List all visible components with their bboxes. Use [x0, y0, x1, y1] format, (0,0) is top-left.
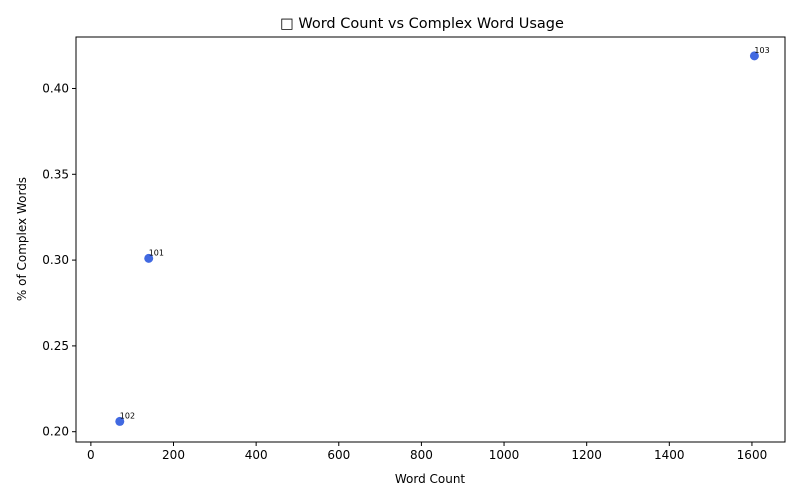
y-tick-label: 0.35: [42, 167, 69, 181]
x-axis: 0 200 400 600 800 1000 1200 1400 1600: [87, 442, 767, 462]
x-axis-label: Word Count: [395, 472, 466, 486]
data-point: [749, 51, 759, 61]
x-tick-label: 600: [327, 448, 350, 462]
x-tick-label: 1200: [571, 448, 602, 462]
point-label: 101: [149, 248, 164, 257]
plot-frame: [75, 36, 786, 443]
x-tick-label: 0: [87, 448, 95, 462]
y-axis: 0.20 0.25 0.30 0.35 0.40: [42, 81, 76, 439]
x-tick-label: 1400: [654, 448, 685, 462]
data-point: [115, 416, 125, 426]
x-tick-label: 1000: [489, 448, 520, 462]
x-tick-label: 800: [410, 448, 433, 462]
y-axis-label: % of Complex Words: [15, 177, 29, 301]
y-tick-label: 0.40: [42, 81, 69, 95]
data-point: [144, 253, 154, 263]
y-tick-label: 0.20: [42, 425, 69, 439]
data-points: 101 102 103: [115, 46, 770, 426]
chart-title: □ Word Count vs Complex Word Usage: [280, 16, 564, 32]
x-tick-label: 400: [245, 448, 268, 462]
x-tick-label: 1600: [737, 448, 768, 462]
y-tick-label: 0.30: [42, 253, 69, 267]
point-label: 103: [754, 46, 769, 55]
y-tick-label: 0.25: [42, 339, 69, 353]
x-tick-label: 200: [162, 448, 185, 462]
point-label: 102: [120, 411, 135, 420]
